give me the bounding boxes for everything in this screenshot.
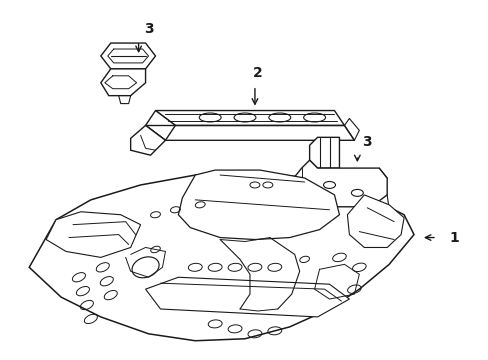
- Polygon shape: [346, 195, 403, 247]
- Text: 3: 3: [143, 22, 153, 36]
- Polygon shape: [101, 43, 155, 69]
- Polygon shape: [293, 160, 386, 207]
- Polygon shape: [145, 111, 175, 140]
- Polygon shape: [178, 170, 339, 239]
- Text: 2: 2: [252, 66, 262, 80]
- Text: 3: 3: [362, 135, 371, 149]
- Polygon shape: [155, 111, 344, 125]
- Polygon shape: [309, 137, 339, 168]
- Polygon shape: [130, 125, 165, 155]
- Text: 1: 1: [449, 230, 459, 244]
- Polygon shape: [145, 277, 349, 317]
- Polygon shape: [46, 212, 141, 257]
- Polygon shape: [101, 69, 145, 96]
- Polygon shape: [29, 172, 413, 341]
